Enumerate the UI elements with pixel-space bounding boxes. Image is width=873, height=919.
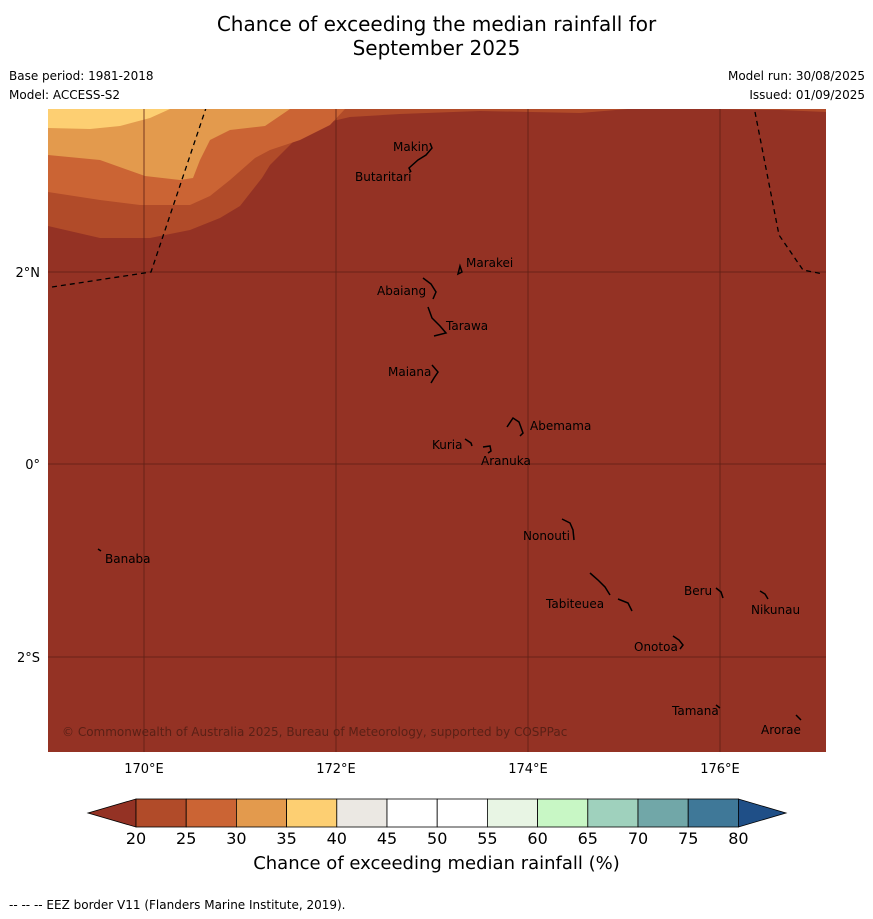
y-tick-label: 2°N [16, 266, 41, 281]
y-tick-label: 2°S [17, 651, 40, 666]
colorbar: 20 25 30 35 40 45 50 55 60 65 70 75 80 [86, 798, 788, 848]
place-label-beru: Beru [684, 584, 712, 598]
map-title: Chance of exceeding the median rainfall … [0, 12, 873, 60]
place-label-maiana: Maiana [388, 365, 431, 379]
colorbar-bin [486, 798, 538, 828]
island-makin-butaritari-outline [408, 142, 433, 173]
place-label-abaiang: Abaiang [377, 284, 426, 298]
island-banaba-outline [97, 548, 102, 552]
colorbar-tick-label: 60 [527, 829, 547, 848]
copyright-notice: © Commonwealth of Australia 2025, Bureau… [62, 725, 567, 739]
model-name: Model: ACCESS-S2 [9, 88, 121, 102]
colorbar-bin [637, 798, 689, 828]
colorbar-tick-label: 80 [728, 829, 748, 848]
eez-border-east [754, 111, 824, 275]
colorbar-tick-label: 65 [578, 829, 598, 848]
colorbar-bin [286, 798, 338, 828]
meta-left: Base period: 1981-2018 Model: ACCESS-S2 [9, 67, 154, 105]
island-onotoa-outline [672, 635, 684, 650]
colorbar-under-arrow [86, 798, 137, 828]
island-maiana-outline [430, 364, 439, 384]
place-label-tarawa: Tarawa [445, 319, 488, 333]
island-nonouti-outline [561, 518, 575, 541]
place-label-aranuka: Aranuka [481, 454, 531, 468]
colorbar-bin [587, 798, 639, 828]
island-kuria-outline [464, 438, 473, 447]
place-label-banaba: Banaba [105, 552, 151, 566]
place-label-nikunau: Nikunau [751, 603, 800, 617]
axis-tick-labels: 170°E 172°E 174°E 176°E 2°N 0° 2°S [16, 266, 740, 777]
place-label-makin: Makin [393, 140, 429, 154]
colorbar-bin [135, 798, 187, 828]
place-label-nonouti: Nonouti [523, 529, 570, 543]
title-line-2: September 2025 [352, 36, 521, 60]
meta-right: Model run: 30/08/2025 Issued: 01/09/2025 [728, 67, 865, 105]
colorbar-tick-label: 50 [427, 829, 447, 848]
island-marakei-outline [456, 263, 463, 276]
island-aranuka-outline [482, 445, 492, 454]
place-label-tamana: Tamana [671, 704, 719, 718]
island-arorae-outline [795, 714, 802, 721]
colorbar-tick-label: 30 [226, 829, 246, 848]
place-labels: Makin Butaritari Marakei Abaiang Tarawa … [105, 140, 801, 737]
colorbar-over-arrow [738, 798, 788, 828]
colorbar-bin [185, 798, 237, 828]
base-period: Base period: 1981-2018 [9, 69, 154, 83]
colorbar-tick-label: 45 [377, 829, 397, 848]
island-tamana-outline [715, 704, 721, 709]
colorbar-bin [336, 798, 388, 828]
field-40-45 [48, 109, 170, 129]
place-label-arorae: Arorae [761, 723, 801, 737]
footer-note: -- -- -- EEZ border V11 (Flanders Marine… [9, 898, 346, 912]
island-tarawa-outline [427, 306, 448, 337]
place-label-kuria: Kuria [432, 438, 463, 452]
colorbar-tick-label: 35 [276, 829, 296, 848]
x-tick-label: 176°E [700, 762, 740, 777]
colorbar-tick-label: 40 [327, 829, 347, 848]
colorbar-tick-label: 20 [126, 829, 146, 848]
colorbar-bin [235, 798, 287, 828]
colorbar-bin [537, 798, 589, 828]
colorbar-bin [436, 798, 488, 828]
island-beru-outline [715, 587, 724, 599]
x-tick-label: 174°E [508, 762, 548, 777]
model-run: Model run: 30/08/2025 [727, 69, 865, 83]
place-label-tabiteuea: Tabiteuea [545, 597, 604, 611]
x-tick-label: 172°E [316, 762, 356, 777]
colorbar-bin [386, 798, 438, 828]
island-abemama-outline [506, 416, 524, 437]
colorbar-title: Chance of exceeding median rainfall (%) [253, 853, 620, 874]
eez-border-west [51, 109, 207, 288]
coastlines [97, 142, 802, 721]
place-label-marakei: Marakei [466, 256, 513, 270]
island-tabiteuea-outline [589, 572, 633, 612]
place-label-abemama: Abemama [530, 419, 591, 433]
colorbar-tick-label: 55 [477, 829, 497, 848]
graticule [48, 109, 826, 752]
island-nikunau-outline [759, 590, 769, 600]
place-label-butaritari: Butaritari [355, 170, 412, 184]
colorbar-tick-label: 70 [628, 829, 648, 848]
map-field: Makin Butaritari Marakei Abaiang Tarawa … [48, 109, 826, 752]
issued-date: Issued: 01/09/2025 [749, 88, 865, 102]
island-abaiang-outline [422, 277, 437, 300]
title-line-1: Chance of exceeding the median rainfall … [216, 12, 657, 36]
place-label-onotoa: Onotoa [634, 640, 678, 654]
y-tick-label: 0° [25, 458, 40, 473]
colorbar-tick-label: 75 [678, 829, 698, 848]
colorbar-bin [687, 798, 739, 828]
colorbar-tick-label: 25 [176, 829, 196, 848]
x-tick-label: 170°E [124, 762, 164, 777]
